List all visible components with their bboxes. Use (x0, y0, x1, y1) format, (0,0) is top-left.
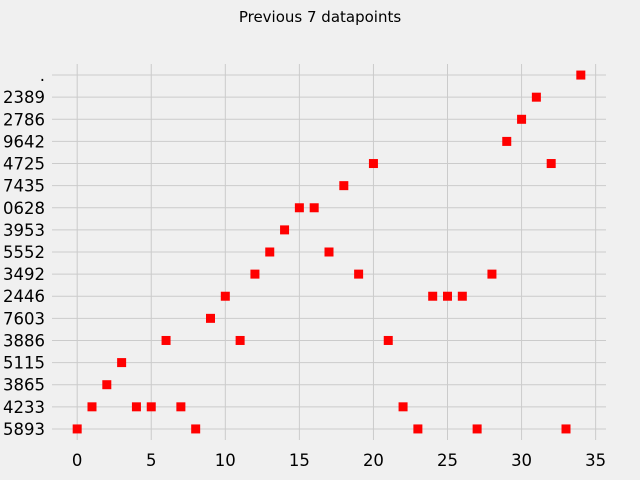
y-tick-label: 4233 (3, 398, 45, 417)
data-point (561, 424, 571, 434)
data-point (354, 269, 364, 279)
x-tick-label: 30 (511, 451, 532, 470)
y-axis-ticks: 5893 4233 3865 5115 3886 7603 2446 3492 5552 3953… (3, 66, 45, 439)
y-tick-label: 5893 (3, 420, 45, 439)
data-point (294, 203, 304, 213)
data-point (280, 225, 290, 235)
data-point (428, 291, 438, 301)
x-tick-label: 5 (146, 451, 157, 470)
grid (52, 64, 606, 440)
x-tick-label: 0 (72, 451, 83, 470)
y-tick-label: 5552 (3, 243, 45, 262)
data-point (339, 181, 349, 191)
y-tick-label: 2389 (3, 88, 45, 107)
x-tick-label: 35 (585, 451, 606, 470)
y-tick-label: 3953 (3, 221, 45, 240)
y-tick-label: 5115 (3, 354, 45, 373)
data-point (309, 203, 319, 213)
data-point (324, 247, 334, 257)
x-tick-label: 20 (363, 451, 384, 470)
data-point (131, 402, 141, 412)
y-tick-label: 3492 (3, 265, 45, 284)
y-tick-label: 9642 (3, 132, 45, 151)
x-tick-label: 25 (437, 451, 458, 470)
data-point (117, 358, 127, 368)
data-point (265, 247, 275, 257)
data-point (250, 269, 260, 279)
data-point (398, 402, 408, 412)
data-point (87, 402, 97, 412)
y-tick-label: 2786 (3, 110, 45, 129)
chart-title: Previous 7 datapoints (239, 8, 402, 26)
x-tick-label: 10 (215, 451, 236, 470)
y-tick-label: 2446 (3, 287, 45, 306)
data-point (146, 402, 156, 412)
x-tick-label: 15 (289, 451, 310, 470)
data-points (72, 70, 586, 434)
y-tick-label: 0628 (3, 199, 45, 218)
data-point (502, 136, 512, 146)
data-point (368, 159, 378, 169)
data-point (413, 424, 423, 434)
data-point (517, 114, 527, 124)
data-point (161, 335, 171, 345)
y-tick-label: 4725 (3, 155, 45, 174)
data-point (487, 269, 497, 279)
data-point (176, 402, 186, 412)
data-point (472, 424, 482, 434)
data-point (546, 159, 556, 169)
data-point (235, 335, 245, 345)
x-axis-ticks: 0 5 10 15 20 25 30 35 (72, 451, 606, 470)
data-point (457, 291, 467, 301)
data-point (72, 424, 82, 434)
data-point (102, 380, 112, 390)
data-point (576, 70, 586, 80)
data-point (191, 424, 201, 434)
y-tick-label: . (40, 66, 45, 85)
data-point (443, 291, 453, 301)
data-point (531, 92, 541, 102)
y-tick-label: 7603 (3, 309, 45, 328)
y-tick-label: 3865 (3, 376, 45, 395)
data-point (383, 335, 393, 345)
y-tick-label: 3886 (3, 331, 45, 350)
y-tick-label: 7435 (3, 177, 45, 196)
data-point (205, 313, 215, 323)
data-point (220, 291, 230, 301)
